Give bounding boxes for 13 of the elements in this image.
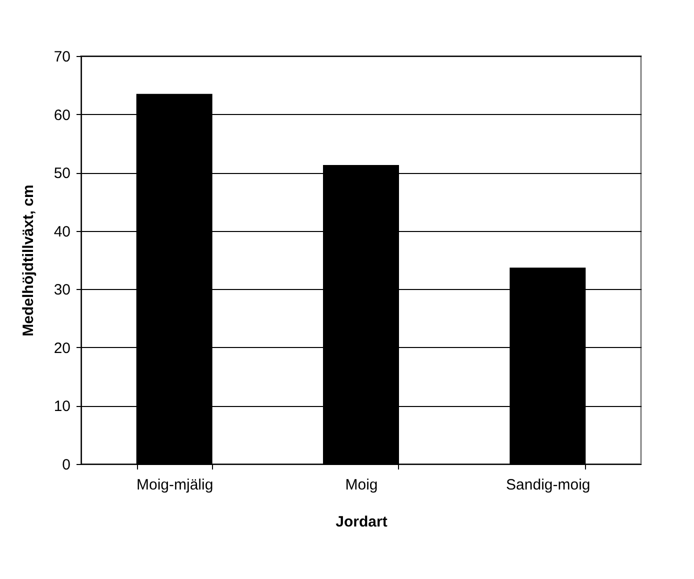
y-axis-title: Medelhöjdtillväxt, cm [20, 184, 37, 336]
y-tick-label: 20 [54, 340, 70, 357]
x-axis-title: Jordart [336, 514, 388, 530]
x-tick-label: Moig-mjälig [136, 476, 214, 494]
y-tick-label: 40 [54, 223, 70, 240]
x-tick-label: Moig [345, 476, 378, 494]
y-tick-label: 0 [62, 456, 70, 474]
x-tick-label: Sandig-moig [506, 476, 590, 494]
y-tick-label: 70 [54, 48, 70, 66]
y-tick-label: 60 [54, 106, 70, 124]
y-tick-label: 50 [54, 165, 70, 182]
y-tick-label: 30 [54, 282, 70, 299]
y-tick-label: 10 [54, 398, 70, 416]
